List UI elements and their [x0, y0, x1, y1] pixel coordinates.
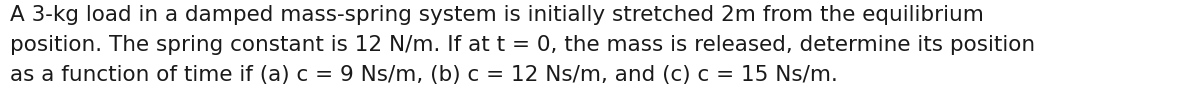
Text: as a function of time if (a) c = 9 Ns/m, (b) c = 12 Ns/m, and (c) c = 15 Ns/m.: as a function of time if (a) c = 9 Ns/m,… — [10, 65, 838, 85]
Text: A 3-kg load in a damped mass-spring system is initially stretched 2m from the eq: A 3-kg load in a damped mass-spring syst… — [10, 5, 984, 25]
Text: position. The spring constant is 12 N/m. If at t = 0, the mass is released, dete: position. The spring constant is 12 N/m.… — [10, 35, 1036, 55]
